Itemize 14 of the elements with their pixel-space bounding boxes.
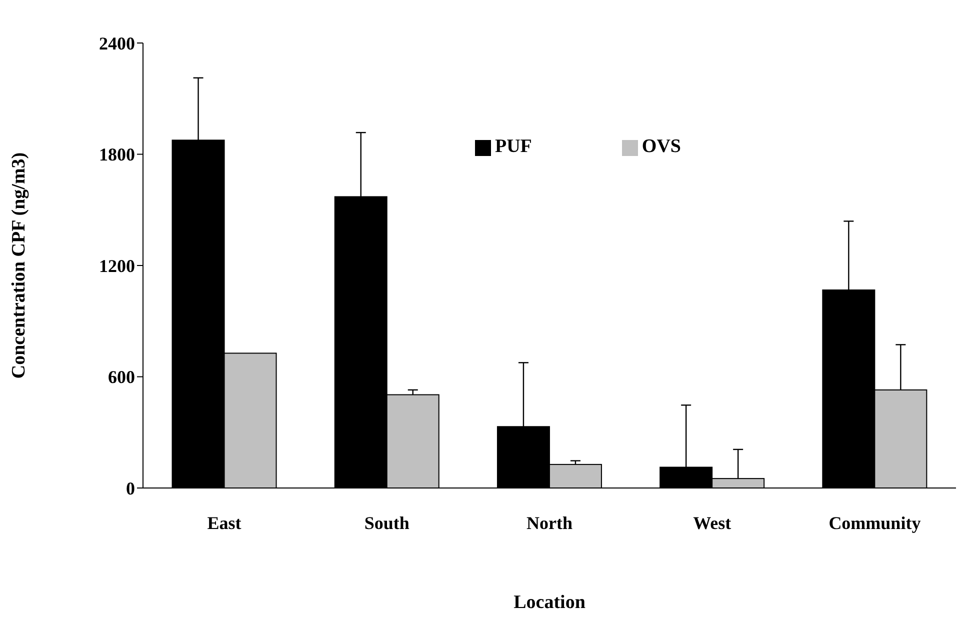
- y-tick-label: 1200: [99, 256, 135, 276]
- y-axis-title: Concentration CPF (ng/m3): [8, 152, 30, 379]
- y-tick-label: 1800: [99, 144, 135, 165]
- legend-label: PUF: [494, 136, 532, 157]
- x-tick-label: East: [207, 512, 242, 533]
- x-axis-title: Location: [514, 592, 586, 613]
- y-tick-label: 0: [126, 478, 135, 498]
- legend-label: OVS: [642, 136, 681, 157]
- x-tick-label: South: [364, 512, 410, 533]
- y-tick-label: 600: [108, 367, 135, 388]
- x-tick-label: North: [526, 512, 572, 533]
- x-tick-label: West: [693, 512, 732, 533]
- x-tick-label: Community: [828, 512, 921, 533]
- y-tick-label: 2400: [99, 33, 135, 54]
